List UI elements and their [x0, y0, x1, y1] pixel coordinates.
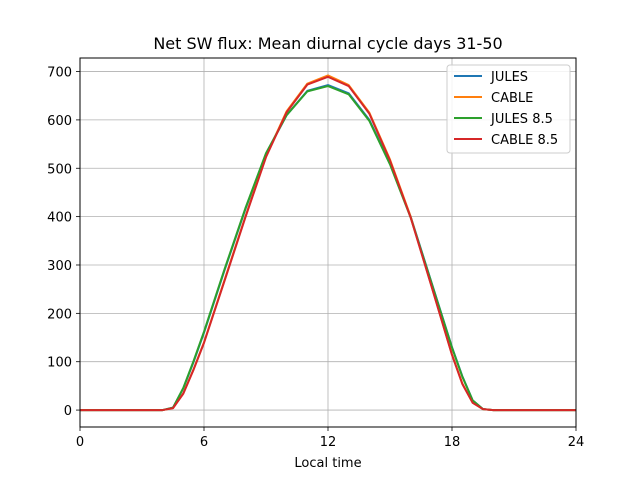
y-tick-label: 200: [47, 307, 72, 322]
legend-box: [446, 64, 571, 154]
y-tick-label: 600: [47, 114, 72, 129]
plot-lines: [80, 74, 576, 412]
legend-label-cable-8-5: CABLE 8.5: [491, 133, 558, 148]
x-tick-label: 0: [76, 435, 84, 450]
x-tick-label: 18: [444, 435, 461, 450]
y-axis: 0 100 200 300 400 500 600 700: [47, 66, 80, 419]
y-tick-label: 100: [47, 356, 72, 371]
chart-title: Net SW flux: Mean diurnal cycle days 31-…: [153, 34, 502, 53]
legend: JULES CABLE JULES 8.5 CABLE 8.5: [446, 64, 571, 154]
legend-label-jules: JULES: [490, 70, 528, 85]
y-tick-label: 700: [47, 66, 72, 81]
x-axis-label: Local time: [294, 456, 361, 471]
x-tick-label: 12: [320, 435, 337, 450]
legend-label-jules-8-5: JULES 8.5: [490, 112, 553, 127]
y-tick-label: 0: [64, 404, 72, 419]
x-tick-label: 6: [200, 435, 208, 450]
y-tick-label: 300: [47, 259, 72, 274]
y-tick-label: 500: [47, 162, 72, 177]
x-tick-label: 24: [568, 435, 585, 450]
series-line-cable-8-5: [80, 75, 576, 412]
series-line-jules-8-5: [80, 85, 576, 412]
x-axis: 0 6 12 18 24: [76, 427, 584, 450]
legend-label-cable: CABLE: [491, 91, 533, 106]
y-tick-label: 400: [47, 211, 72, 226]
